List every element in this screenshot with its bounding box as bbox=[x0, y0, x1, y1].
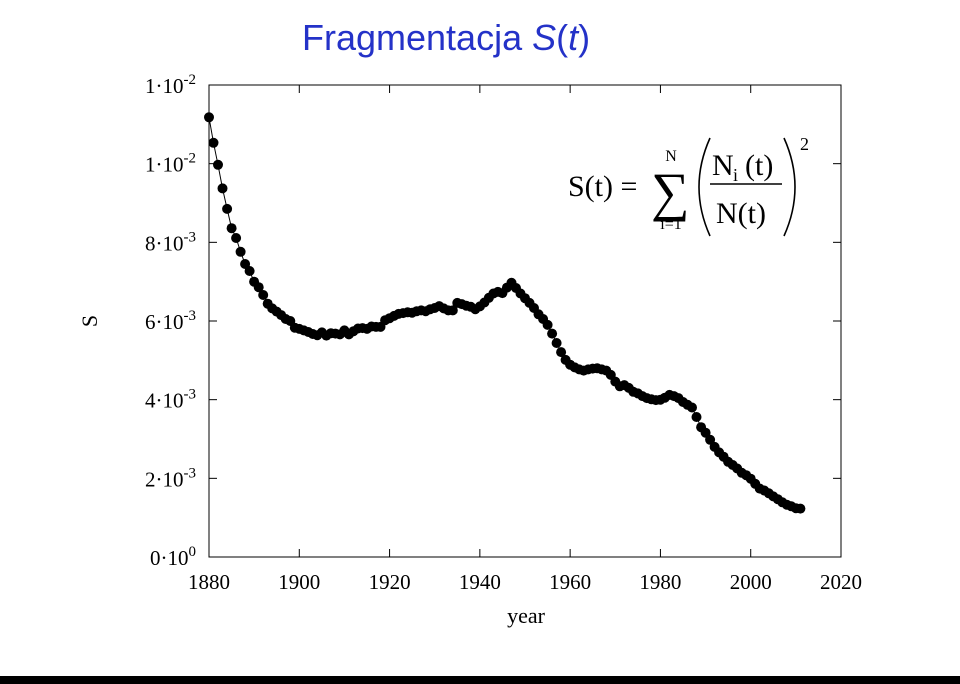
data-point bbox=[217, 183, 228, 194]
title-main: Fragmentacja bbox=[302, 17, 533, 58]
denominator: N(t) bbox=[716, 197, 766, 230]
sum-upper-limit: N bbox=[665, 148, 677, 165]
sum-sign: ∑ bbox=[651, 162, 690, 222]
data-point bbox=[244, 266, 255, 276]
x-tick-label: 1880 bbox=[188, 570, 230, 594]
x-ticks: 1880 1900 1920 1940 1960 1980 2000 2020 bbox=[188, 85, 862, 594]
x-tick-label: 1920 bbox=[369, 570, 411, 594]
data-point bbox=[556, 347, 567, 358]
data-point bbox=[687, 402, 697, 413]
right-paren bbox=[783, 137, 796, 237]
x-tick-label: 1940 bbox=[459, 570, 501, 594]
y-tick-label: 0·100 bbox=[150, 544, 196, 570]
x-tick-label: 1980 bbox=[639, 570, 681, 594]
data-marks bbox=[204, 112, 806, 514]
data-point bbox=[213, 159, 223, 170]
y-tick-label: 8·10-3 bbox=[145, 229, 196, 255]
y-tick-label: 1·10-2 bbox=[145, 151, 196, 177]
data-point bbox=[208, 137, 219, 148]
data-point bbox=[226, 223, 237, 234]
data-point bbox=[542, 319, 553, 330]
numerator-N: N bbox=[712, 149, 734, 182]
numerator-argument: (t) bbox=[745, 149, 773, 182]
x-tick-label: 1900 bbox=[278, 570, 320, 594]
data-point bbox=[705, 434, 716, 445]
data-point bbox=[231, 233, 242, 243]
y-ticks: 0·100 2·10-3 4·10-3 6·10-3 8·10-3 1·10-2 1·10-… bbox=[145, 72, 841, 570]
page-number: 5/17 bbox=[928, 666, 948, 677]
data-point bbox=[222, 203, 233, 214]
y-tick-label: 4·10-3 bbox=[145, 387, 196, 413]
x-tick-label: 2020 bbox=[820, 570, 862, 594]
data-point bbox=[235, 246, 246, 257]
y-axis-label: S bbox=[77, 315, 102, 327]
data-point bbox=[253, 282, 264, 293]
sum-lower-limit: i=1 bbox=[660, 216, 681, 233]
formula: S(t) = ∑ N i=1 N i (t) N(t) 2 bbox=[568, 134, 809, 237]
x-tick-label: 2000 bbox=[730, 570, 772, 594]
data-point bbox=[447, 305, 458, 316]
title-variable: S bbox=[532, 17, 557, 58]
slide-title: Fragmentacja S(t) bbox=[302, 14, 590, 62]
title-open-paren: ( bbox=[556, 17, 569, 58]
data-point bbox=[700, 427, 711, 438]
slide-footer-bar bbox=[0, 676, 960, 684]
numerator-subscript: i bbox=[733, 165, 738, 185]
y-tick-label: 2·10-3 bbox=[145, 465, 196, 491]
x-axis-label: year bbox=[507, 603, 546, 628]
y-tick-label: 1·10-2 bbox=[145, 72, 196, 98]
left-paren bbox=[698, 137, 711, 237]
title-argument: t bbox=[568, 17, 579, 58]
y-tick-label: 6·10-3 bbox=[145, 308, 196, 334]
data-point bbox=[258, 290, 269, 300]
data-point bbox=[691, 412, 702, 422]
x-tick-label: 1960 bbox=[549, 570, 591, 594]
title-close-paren: ) bbox=[578, 17, 591, 58]
exponent: 2 bbox=[800, 134, 809, 154]
formula-lhs: S(t) = bbox=[568, 170, 637, 203]
data-point bbox=[795, 503, 806, 514]
data-point bbox=[551, 338, 562, 348]
data-point bbox=[547, 328, 558, 339]
plot-frame bbox=[208, 84, 842, 558]
